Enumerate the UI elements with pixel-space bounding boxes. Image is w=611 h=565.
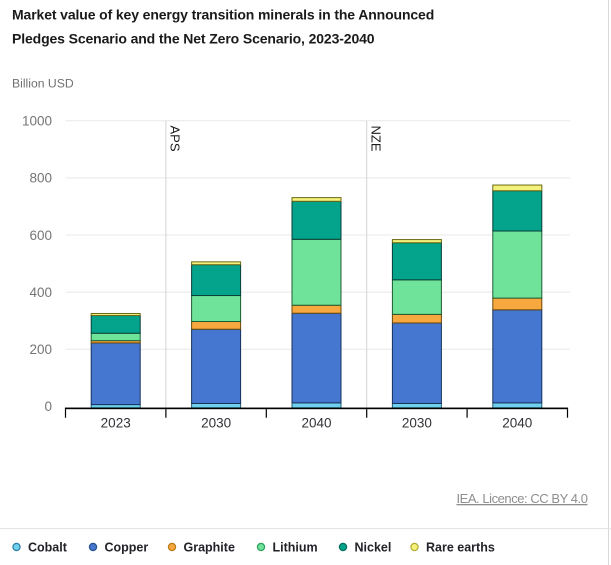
svg-text:Market value of key energy tra: Market value of key energy transition mi… [12, 7, 434, 23]
svg-text:2040: 2040 [502, 416, 532, 431]
svg-text:2040: 2040 [301, 416, 331, 431]
svg-text:2023: 2023 [101, 416, 131, 431]
svg-text:200: 200 [29, 342, 52, 357]
svg-text:NZE: NZE [368, 126, 383, 152]
svg-text:800: 800 [29, 171, 52, 186]
svg-text:2030: 2030 [201, 416, 231, 431]
svg-text:Lithium: Lithium [273, 540, 318, 554]
svg-text:2030: 2030 [402, 416, 432, 431]
svg-text:400: 400 [29, 285, 52, 300]
svg-text:Copper: Copper [105, 540, 149, 554]
svg-text:Pledges Scenario and the Net Z: Pledges Scenario and the Net Zero Scenar… [12, 31, 375, 47]
svg-text:IEA. Licence: CC BY 4.0: IEA. Licence: CC BY 4.0 [456, 491, 587, 506]
svg-text:Billion USD: Billion USD [12, 77, 74, 91]
svg-text:0: 0 [44, 399, 52, 414]
svg-text:Cobalt: Cobalt [28, 540, 68, 554]
svg-text:Graphite: Graphite [184, 540, 235, 554]
svg-text:600: 600 [29, 228, 52, 243]
svg-text:1000: 1000 [22, 114, 52, 129]
svg-text:APS: APS [168, 126, 183, 152]
svg-text:Nickel: Nickel [355, 540, 392, 554]
svg-text:Rare earths: Rare earths [426, 540, 495, 554]
